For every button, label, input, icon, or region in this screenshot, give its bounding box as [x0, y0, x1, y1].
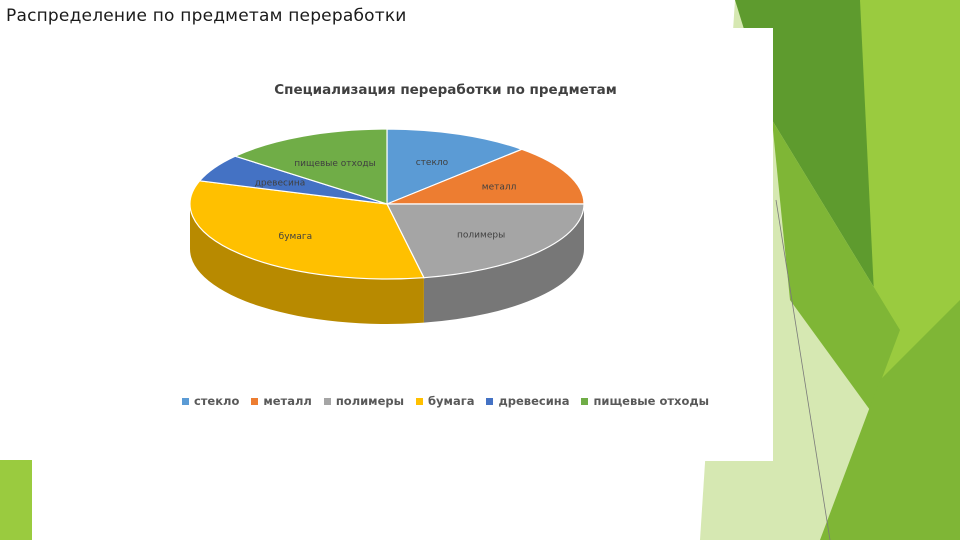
- legend-item-0: стекло: [181, 394, 240, 408]
- legend-swatch: [416, 397, 424, 405]
- legend-swatch: [181, 397, 189, 405]
- pie-label-2: полимеры: [457, 231, 505, 241]
- legend-label: древесина: [498, 394, 570, 408]
- legend-label: металл: [263, 394, 312, 408]
- legend-swatch: [251, 397, 259, 405]
- legend-label: бумага: [428, 394, 475, 408]
- legend-item-3: бумага: [416, 394, 474, 408]
- legend-item-4: древесина: [486, 394, 569, 408]
- chart-legend: стекло металл полимеры бумага древесина пищев…: [118, 394, 773, 408]
- legend-label: стекло: [193, 394, 240, 408]
- chart-panel: стекло металл полимеры бумага древесина пищев…: [118, 28, 773, 461]
- legend-swatch: [486, 397, 494, 405]
- pie-side-3: [190, 204, 424, 324]
- pie-chart: стекло металл полимеры бумага древесина пищев…: [189, 128, 585, 324]
- pie-label-3: бумага: [279, 232, 312, 242]
- pie-slice-2: [386, 203, 585, 279]
- chart-title: Специализация переработки по предметам: [274, 82, 617, 98]
- legend-item-2: полимеры: [323, 394, 405, 408]
- slide-title: Распределение по предметам переработки: [6, 6, 407, 26]
- deco-line: [775, 199, 831, 540]
- pie-label-4: древесина: [255, 179, 306, 189]
- legend-label: полимеры: [335, 394, 405, 408]
- pie-slice-0: [386, 128, 524, 205]
- pie-slice-5: [233, 128, 388, 205]
- legend-label: пищевые отходы: [593, 394, 710, 408]
- pie-label-1: металл: [482, 183, 517, 193]
- pie-slice-1: [386, 148, 585, 205]
- pie-slice-3: [189, 180, 425, 280]
- legend-swatch: [323, 397, 331, 405]
- deco-mid-shape: [772, 120, 900, 410]
- deco-dark-shape: [735, 0, 900, 330]
- legend-item-5: пищевые отходы: [581, 394, 709, 408]
- legend-item-1: металл: [251, 394, 312, 408]
- deco-left-shape: [0, 460, 32, 540]
- deco-bottom-shape: [820, 300, 960, 540]
- legend-swatch: [581, 397, 589, 405]
- pie-label-5: пищевые отходы: [294, 159, 375, 169]
- pie-side-2: [423, 204, 584, 323]
- pie-label-0: стекло: [416, 158, 449, 168]
